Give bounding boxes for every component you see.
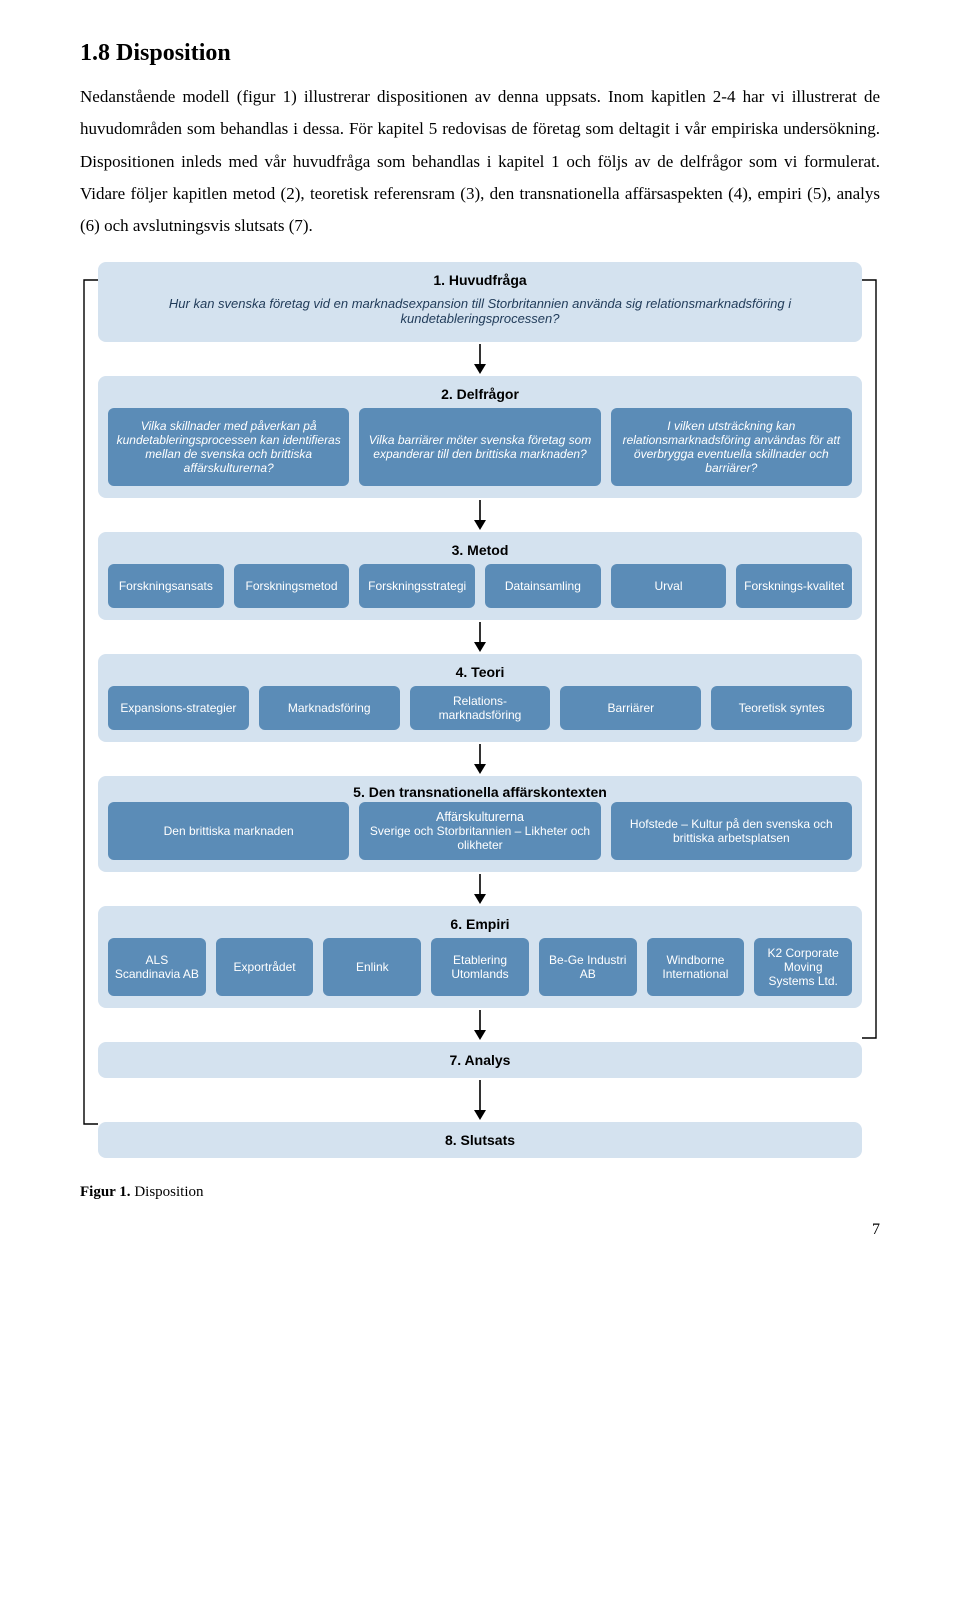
caption-bold: Figur 1.	[80, 1184, 131, 1200]
teori-cell: Teoretisk syntes	[711, 686, 852, 730]
arrow-down-icon	[468, 1078, 492, 1122]
arrow-down-icon	[468, 498, 492, 532]
metod-cell: Urval	[611, 564, 727, 608]
trans-cell: Den brittiska marknaden	[108, 802, 349, 860]
section-4-teori: 4. Teori Expansions-strategier Marknadsf…	[98, 654, 862, 742]
section-5-title: 5. Den transnationella affärskontexten	[108, 784, 852, 800]
section-3-metod: 3. Metod Forskningsansats Forskningsmeto…	[98, 532, 862, 620]
metod-cell: Forskningsansats	[108, 564, 224, 608]
section-5-transnationella: 5. Den transnationella affärskontexten D…	[98, 776, 862, 872]
teori-cell: Marknadsföring	[259, 686, 400, 730]
section-2-title: 2. Delfrågor	[108, 386, 852, 402]
delfraga-cell: Vilka skillnader med påverkan på kundeta…	[108, 408, 349, 486]
section-1-title: 1. Huvudfråga	[108, 272, 852, 288]
arrow-down-icon	[468, 620, 492, 654]
section-2-delfragor: 2. Delfrågor Vilka skillnader med påverk…	[98, 376, 862, 498]
empiri-cell: Exportrådet	[216, 938, 314, 996]
empiri-cell: Etablering Utomlands	[431, 938, 529, 996]
empiri-cell: K2 Corporate Moving Systems Ltd.	[754, 938, 852, 996]
section-4-title: 4. Teori	[108, 664, 852, 680]
metod-cell: Forsknings-kvalitet	[736, 564, 852, 608]
section-1-text: Hur kan svenska företag vid en marknadse…	[108, 294, 852, 330]
section-7-title: 7. Analys	[108, 1052, 852, 1068]
delfraga-cell: Vilka barriärer möter svenska företag so…	[359, 408, 600, 486]
empiri-cell: Enlink	[323, 938, 421, 996]
figure-caption: Figur 1. Disposition	[80, 1184, 880, 1201]
section-1-huvudfraga: 1. Huvudfråga Hur kan svenska företag vi…	[98, 262, 862, 342]
section-3-title: 3. Metod	[108, 542, 852, 558]
section-5-sub: Affärskulturerna	[436, 810, 524, 824]
trans-cell-text: Sverige och Storbritannien – Likheter oc…	[365, 824, 594, 852]
teori-cell: Relations-marknadsföring	[410, 686, 551, 730]
section-6-empiri: 6. Empiri ALS Scandinavia AB Exportrådet…	[98, 906, 862, 1008]
intro-paragraph: Nedanstående modell (figur 1) illustrera…	[80, 81, 880, 242]
trans-cell: Hofstede – Kultur på den svenska och bri…	[611, 802, 852, 860]
disposition-diagram: 1. Huvudfråga Hur kan svenska företag vi…	[80, 262, 880, 1158]
empiri-cell: Windborne International	[647, 938, 745, 996]
teori-cell: Expansions-strategier	[108, 686, 249, 730]
section-7-analys: 7. Analys	[98, 1042, 862, 1078]
trans-cell: Affärskulturerna Sverige och Storbritann…	[359, 802, 600, 860]
caption-rest: Disposition	[131, 1184, 204, 1200]
empiri-cell: ALS Scandinavia AB	[108, 938, 206, 996]
empiri-cell: Be-Ge Industri AB	[539, 938, 637, 996]
arrow-down-icon	[468, 742, 492, 776]
delfraga-cell: I vilken utsträckning kan relationsmarkn…	[611, 408, 852, 486]
section-heading: 1.8 Disposition	[80, 40, 880, 67]
arrow-down-icon	[468, 342, 492, 376]
arrow-down-icon	[468, 1008, 492, 1042]
arrow-down-icon	[468, 872, 492, 906]
section-8-slutsats: 8. Slutsats	[98, 1122, 862, 1158]
metod-cell: Datainsamling	[485, 564, 601, 608]
section-6-title: 6. Empiri	[108, 916, 852, 932]
metod-cell: Forskningsstrategi	[359, 564, 475, 608]
teori-cell: Barriärer	[560, 686, 701, 730]
page-number: 7	[80, 1221, 880, 1239]
metod-cell: Forskningsmetod	[234, 564, 350, 608]
section-8-title: 8. Slutsats	[108, 1132, 852, 1148]
